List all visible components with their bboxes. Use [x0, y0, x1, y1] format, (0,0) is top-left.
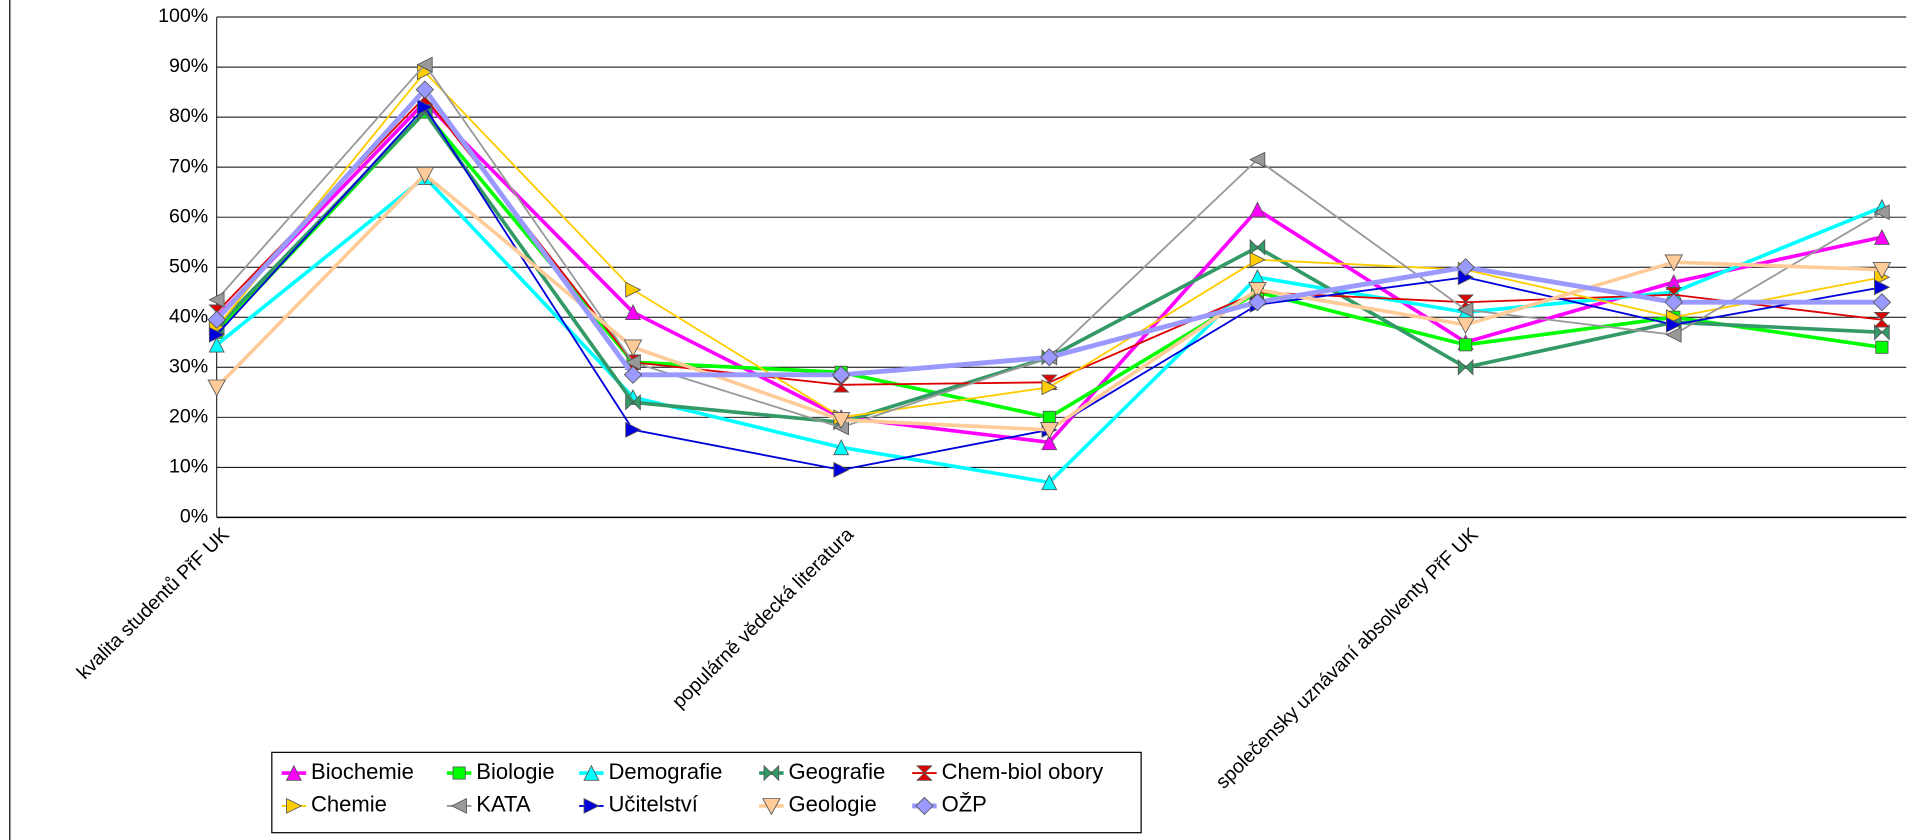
point-marker: [1042, 410, 1056, 424]
point-marker: [623, 365, 643, 384]
point-marker: [1872, 261, 1892, 280]
point-marker: [1457, 301, 1474, 318]
y-tick-label: 20%: [169, 406, 208, 428]
y-tick-label: 90%: [169, 55, 208, 77]
x-tick-label: společensky uznávaní absolventy PřF UK: [1212, 524, 1483, 793]
point-marker: [207, 379, 227, 397]
point-marker: [1456, 258, 1475, 277]
point-marker: [415, 80, 435, 99]
point-marker: [1041, 379, 1058, 396]
point-marker: [1456, 317, 1475, 335]
legend-box: [271, 751, 1142, 834]
legend-marker: [450, 797, 467, 814]
legend: Biochemie Biologie Demografie Geografie Chem…: [271, 751, 1142, 834]
legend-label: Geologie: [789, 792, 877, 817]
legend-marker: [762, 798, 781, 816]
x-tick-label: populárně vědecká literatura: [668, 524, 858, 713]
legend-label: Demografie: [609, 759, 723, 784]
point-marker: [831, 365, 851, 384]
y-tick-label: 50%: [169, 255, 208, 277]
point-marker: [625, 421, 642, 438]
point-marker: [207, 310, 226, 329]
legend-marker: [763, 764, 780, 782]
legend-marker: [583, 797, 600, 814]
legend-marker: [583, 764, 600, 781]
y-tick-label: 10%: [169, 456, 208, 478]
y-tick-label: 80%: [169, 105, 208, 127]
legend-marker: [916, 765, 933, 781]
point-marker: [1249, 251, 1266, 268]
legend-marker: [452, 766, 466, 780]
point-marker: [1041, 434, 1058, 451]
series: [207, 80, 1892, 384]
point-marker: [1459, 338, 1473, 352]
point-marker: [415, 166, 435, 185]
legend-label: OŽP: [942, 792, 987, 817]
y-tick-label: 0%: [180, 506, 208, 528]
point-marker: [1664, 254, 1684, 272]
legend-label: Biochemie: [311, 759, 414, 784]
point-marker: [1040, 348, 1059, 367]
point-marker: [1872, 293, 1892, 312]
legend-marker: [915, 796, 934, 816]
y-tick-label: 70%: [169, 155, 208, 177]
legend-label: Geografie: [789, 759, 886, 784]
point-marker: [1665, 316, 1683, 333]
point-marker: [1248, 282, 1267, 300]
point-marker: [625, 281, 642, 298]
legend-label: Biologie: [476, 759, 554, 784]
point-marker: [1875, 340, 1889, 354]
legend-label: Učitelství: [609, 792, 698, 817]
legend-marker: [286, 797, 303, 814]
point-marker: [1249, 201, 1266, 218]
x-tick-label: kvalita studentů PřF UK: [73, 524, 234, 684]
point-marker: [1040, 422, 1059, 440]
series-line: [215, 110, 1883, 420]
series-line: [216, 63, 1883, 429]
point-marker: [208, 336, 225, 353]
series: [207, 166, 1892, 440]
point-marker: [1874, 279, 1891, 296]
point-marker: [1249, 238, 1266, 256]
point-marker: [833, 461, 850, 478]
y-tick-label: 100%: [158, 5, 208, 27]
point-marker: [623, 339, 643, 357]
legend-label: Chemie: [311, 792, 387, 817]
legend-label: KATA: [476, 792, 531, 817]
y-tick-label: 40%: [169, 305, 208, 327]
y-tick-label: 60%: [169, 205, 208, 227]
point-marker: [833, 439, 850, 456]
series-line: [215, 172, 1882, 432]
point-marker: [1873, 204, 1890, 221]
point-marker: [1457, 358, 1474, 376]
y-tick-label: 30%: [169, 355, 208, 377]
point-marker: [1041, 474, 1058, 491]
legend-label: Chem-biol obory: [942, 759, 1104, 784]
point-marker: [1873, 312, 1891, 328]
point-marker: [208, 291, 225, 308]
point-marker: [1873, 228, 1890, 245]
point-marker: [417, 99, 434, 116]
plot-root: 0% 10% 20% 30% 40% 50% 60% 70% 80% 90% 100% kvalita…: [9, 0, 1907, 840]
point-marker: [624, 303, 642, 320]
point-marker: [831, 412, 851, 430]
point-marker: [1249, 151, 1266, 168]
point-marker: [1664, 293, 1683, 312]
legend-marker: [285, 764, 302, 781]
point-marker: [1874, 323, 1890, 341]
point-marker: [208, 326, 226, 343]
series: [208, 64, 1891, 426]
point-marker: [1248, 293, 1267, 312]
point-marker: [625, 393, 641, 411]
series: [208, 89, 1891, 393]
point-marker: [416, 56, 433, 73]
series-line: [216, 96, 1883, 386]
point-marker: [1665, 326, 1682, 343]
